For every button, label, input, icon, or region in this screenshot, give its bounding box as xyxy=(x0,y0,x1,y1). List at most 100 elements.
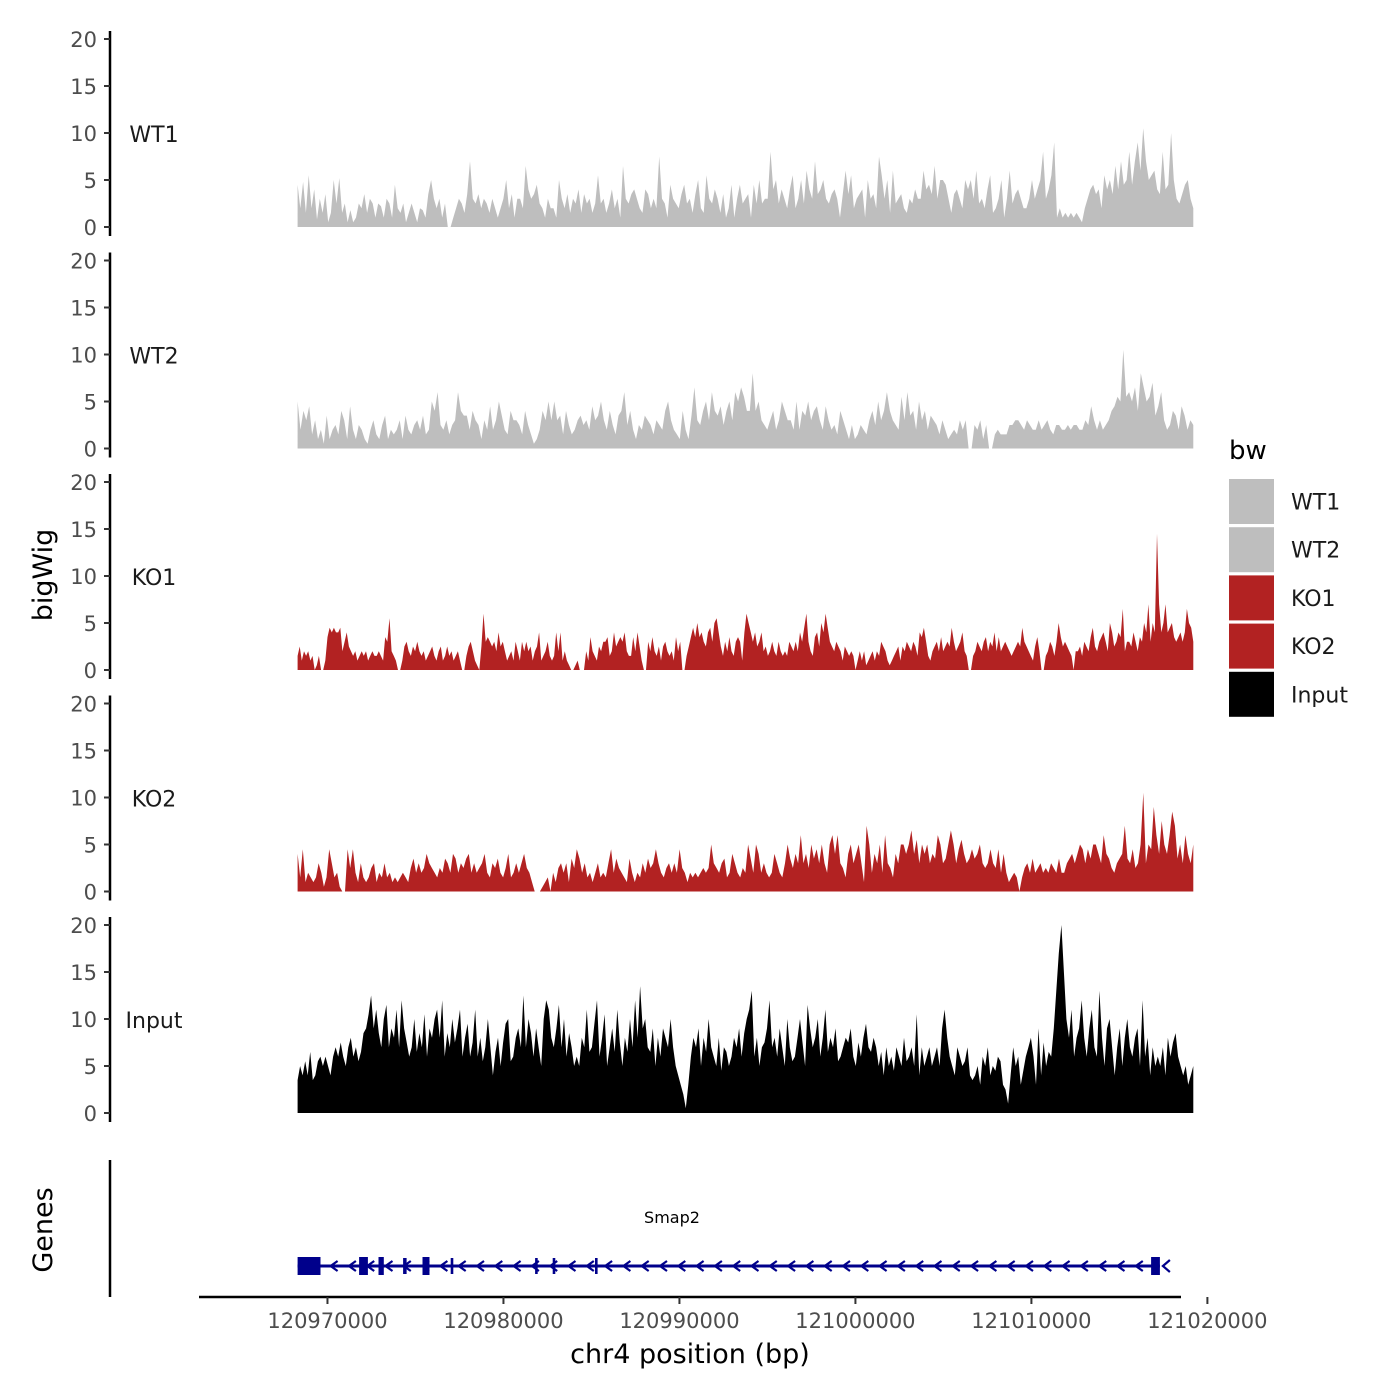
gene-exon-8 xyxy=(595,1258,598,1274)
gene-strand-arrow-41 xyxy=(1079,1260,1089,1272)
gene-strand-arrow-16 xyxy=(621,1260,632,1272)
y-tick-label-ko2-5: 5 xyxy=(84,834,97,858)
legend-title: bw xyxy=(1229,436,1267,466)
gene-strand-arrow-29 xyxy=(859,1260,869,1272)
y-tick-label-ko1-20: 20 xyxy=(70,471,97,495)
gene-strand-arrow-44 xyxy=(1133,1260,1144,1272)
y-tick-label-wt1-10: 10 xyxy=(70,122,97,146)
x-axis: chr4 position (bp) 120970000 120980000 120… xyxy=(199,1295,1268,1370)
gene-exon-5 xyxy=(450,1258,454,1274)
gene-strand-arrow-32 xyxy=(914,1260,924,1272)
y-tick-label-ko2-15: 15 xyxy=(70,740,97,764)
x-tick-label-2: 120990000 xyxy=(619,1309,739,1333)
legend-label-ko1: KO1 xyxy=(1291,587,1336,612)
gene-exon-2 xyxy=(378,1257,384,1275)
legend-swatch-wt1 xyxy=(1229,479,1274,524)
gene-strand-arrow-15 xyxy=(603,1260,613,1272)
y-tick-label-input-0: 0 xyxy=(84,1102,97,1126)
x-tick-label-5: 121020000 xyxy=(1147,1309,1267,1333)
y-tick-label-input-5: 5 xyxy=(84,1055,97,1079)
gene-strand-arrow-6 xyxy=(438,1260,449,1272)
gene-strand-arrow-37 xyxy=(1005,1260,1016,1272)
y-tick-label-wt1-5: 5 xyxy=(84,169,97,193)
y-tick-label-ko1-10: 10 xyxy=(70,565,97,589)
y-axis-title: bigWig xyxy=(28,529,59,622)
track-label-ko2: KO2 xyxy=(132,788,177,813)
legend-label-ko2: KO2 xyxy=(1291,635,1336,660)
gene-strand-arrow-22 xyxy=(731,1260,741,1272)
gene-strand-arrow-42 xyxy=(1097,1260,1107,1272)
area-wt1 xyxy=(297,128,1194,227)
gene-strand-arrow-14 xyxy=(584,1260,595,1272)
gene-strand-arrow-28 xyxy=(841,1260,851,1272)
y-tick-label-wt2-5: 5 xyxy=(84,391,97,415)
x-axis-title: chr4 position (bp) xyxy=(570,1339,810,1370)
gene-strand-arrow-27 xyxy=(822,1260,833,1272)
gene-strand-arrow-21 xyxy=(713,1260,723,1272)
legend-swatch-ko1 xyxy=(1229,575,1274,621)
y-tick-label-wt2-20: 20 xyxy=(70,250,97,274)
x-tick-label-3: 121000000 xyxy=(795,1309,915,1333)
legend-swatch-wt2 xyxy=(1229,527,1274,573)
gene-strand-arrow-17 xyxy=(639,1260,650,1272)
y-tick-label-input-15: 15 xyxy=(70,961,97,985)
track-label-wt1: WT1 xyxy=(129,123,178,148)
gene-strand-arrow-24 xyxy=(767,1260,778,1272)
legend-label-wt2: WT2 xyxy=(1291,539,1340,564)
gene-strand-arrow-13 xyxy=(566,1260,577,1272)
track-ko1: 0 5 10 15 20 KO1 xyxy=(70,471,1194,683)
y-tick-label-input-20: 20 xyxy=(70,914,97,938)
gene-exon-1 xyxy=(359,1257,368,1275)
area-input xyxy=(297,925,1194,1113)
gene-strand-arrow-0 xyxy=(328,1260,339,1272)
gene-strand-arrow-31 xyxy=(896,1260,906,1272)
track-input: 0 5 10 15 20 Input xyxy=(70,914,1194,1126)
gene-strand-arrow-20 xyxy=(694,1260,705,1272)
legend-swatch-ko2 xyxy=(1229,623,1274,669)
gene-strand-arrow-35 xyxy=(969,1260,979,1272)
track-label-ko1: KO1 xyxy=(132,566,177,591)
gene-strand-arrow-39 xyxy=(1042,1260,1052,1272)
y-tick-label-ko1-15: 15 xyxy=(70,518,97,542)
gene-strand-arrow-26 xyxy=(804,1260,815,1272)
gene-strand-arrow-40 xyxy=(1060,1260,1071,1272)
track-ko2: 0 5 10 15 20 KO2 xyxy=(70,693,1194,905)
tracks-layer: 0 5 10 15 20 WT1 0 5 10 15 20 WT2 0 5 10 15 20 KO1 0 5 10 15 2… xyxy=(70,28,1194,1126)
x-tick-label-0: 120970000 xyxy=(267,1309,387,1333)
track-wt1: 0 5 10 15 20 WT1 xyxy=(70,28,1194,240)
track-wt2: 0 5 10 15 20 WT2 xyxy=(70,250,1194,462)
area-wt2 xyxy=(297,349,1194,449)
x-tick-label-4: 121010000 xyxy=(971,1309,1091,1333)
gene-strand-arrow-33 xyxy=(932,1260,943,1272)
gene-exon-9 xyxy=(1151,1257,1160,1275)
y-tick-label-wt2-15: 15 xyxy=(70,297,97,321)
gene-strand-arrow-38 xyxy=(1024,1260,1034,1272)
gene-exon-0 xyxy=(297,1257,321,1275)
gene-strand-arrow-3 xyxy=(383,1260,394,1272)
gene-strand-arrow-1 xyxy=(347,1260,357,1272)
gene-name-label: Smap2 xyxy=(644,1208,700,1227)
y-tick-label-ko2-20: 20 xyxy=(70,693,97,717)
gene-exon-3 xyxy=(403,1258,407,1274)
gene-strand-arrow-36 xyxy=(987,1260,998,1272)
y-tick-label-ko1-0: 0 xyxy=(84,659,97,683)
gene-panel: Genes Smap2 xyxy=(28,1160,1171,1297)
gene-exon-7 xyxy=(552,1258,556,1274)
gene-strand-arrow-end xyxy=(1161,1259,1171,1273)
y-tick-label-wt1-20: 20 xyxy=(70,28,97,52)
legend-label-input: Input xyxy=(1291,683,1348,708)
gene-strand-arrow-8 xyxy=(475,1260,485,1272)
gene-strand-arrow-18 xyxy=(658,1260,668,1272)
y-tick-label-wt2-10: 10 xyxy=(70,344,97,368)
gene-strand-arrow-25 xyxy=(786,1260,796,1272)
gene-panel-label: Genes xyxy=(28,1187,59,1272)
area-ko1 xyxy=(297,533,1194,670)
gene-strand-arrow-34 xyxy=(950,1260,961,1272)
y-tick-label-wt1-15: 15 xyxy=(70,75,97,99)
legend-label-wt1: WT1 xyxy=(1291,491,1340,516)
area-ko2 xyxy=(297,792,1194,892)
legend: bw WT1 WT2 KO1 KO2 Input xyxy=(1229,436,1348,717)
gene-strand-arrow-19 xyxy=(676,1260,686,1272)
y-tick-label-ko2-0: 0 xyxy=(84,881,97,905)
